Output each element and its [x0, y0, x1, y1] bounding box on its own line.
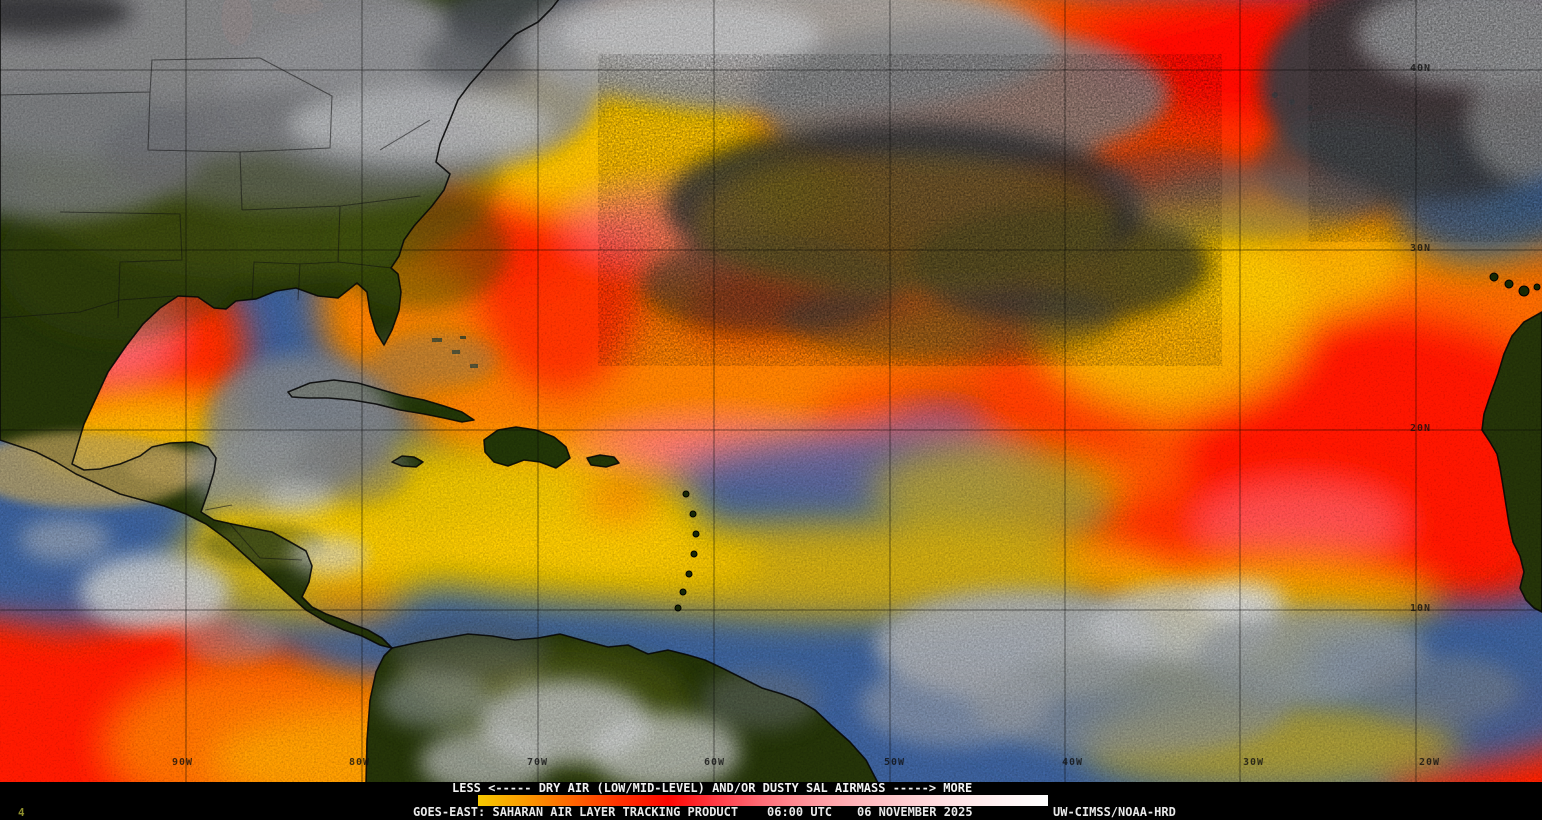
lon-label-90w: 90W [172, 757, 194, 768]
lon-label-30w: 30W [1243, 757, 1265, 768]
speckle-texture-dense [650, 80, 1170, 340]
lon-label-80w: 80W [349, 757, 371, 768]
lat-label-20n: 20N [1410, 423, 1432, 434]
product-title: GOES-EAST: SAHARAN AIR LAYER TRACKING PR… [413, 805, 739, 819]
lon-label-60w: 60W [704, 757, 726, 768]
lon-label-70w: 70W [527, 757, 549, 768]
state-borders-overlay [0, 57, 431, 561]
sal-colorbar [478, 795, 1048, 806]
satellite-imagery [0, 0, 1542, 783]
lon-label-50w: 50W [884, 757, 906, 768]
product-credit: UW-CIMSS/NOAA-HRD [1053, 805, 1176, 819]
product-info-bar: GOES-EAST: SAHARAN AIR LAYER TRACKING PR… [0, 806, 1542, 820]
colorbar-legend-row: LESS <----- DRY AIR (LOW/MID-LEVEL) AND/… [0, 782, 1542, 795]
satellite-map: 40N 30N 20N 10N 90W 80W 70W 60W 50W 40W … [0, 0, 1542, 783]
legend-text: LESS <----- DRY AIR (LOW/MID-LEVEL) AND/… [452, 781, 973, 795]
product-date: 06 NOVEMBER 2025 [857, 805, 973, 819]
lat-label-10n: 10N [1410, 603, 1432, 614]
lat-label-40n: 40N [1410, 63, 1432, 74]
lat-label-30n: 30N [1410, 243, 1432, 254]
product-time: 06:00 UTC [767, 805, 833, 819]
lon-label-20w: 20W [1419, 757, 1441, 768]
speckle-texture-ne [1330, 0, 1542, 220]
frame-counter: 4 [18, 806, 25, 819]
lon-label-40w: 40W [1062, 757, 1084, 768]
latlon-grid [0, 0, 1542, 783]
